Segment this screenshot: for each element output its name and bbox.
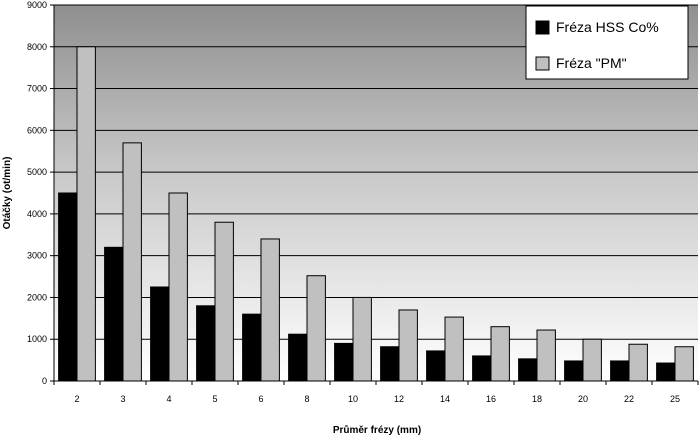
bar-hss [58,192,78,382]
bar-pm [490,326,510,382]
x-tick-label: 12 [394,394,404,404]
bar-pm [76,46,96,382]
x-tick-label: 25 [670,394,680,404]
bar-hss [656,362,676,382]
legend-swatch-pm [535,56,550,71]
x-tick-label: 18 [532,394,542,404]
bar-hss [472,355,492,382]
bar-pm [122,142,142,382]
x-tick-label: 22 [624,394,634,404]
bar-pm [444,316,464,382]
bar-hss [104,246,124,382]
y-tick-label: 5000 [27,167,47,177]
legend: Fréza HSS Co% Fréza "PM" [525,5,689,80]
y-tick-label: 8000 [27,42,47,52]
x-tick-label: 10 [348,394,358,404]
bar-pm [306,275,326,382]
bar-hss [150,286,170,382]
bar-hss [288,333,308,382]
bar-pm [674,346,694,382]
x-axis-title: Průměr frézy (mm) [333,424,421,436]
bar-pm [260,238,280,382]
y-axis-title: Otáčky (ot/min) [2,157,13,230]
bar-pm [168,192,188,382]
x-tick-label: 20 [578,394,588,404]
x-tick-label: 8 [304,394,309,404]
legend-label-pm: Fréza "PM" [556,55,627,71]
y-tick-label: 7000 [27,84,47,94]
bar-hss [426,350,446,382]
bar-pm [214,221,234,382]
y-tick-label: 0 [42,376,47,386]
x-tick-label: 16 [486,394,496,404]
bar-pm [582,338,602,382]
y-tick-label: 2000 [27,292,47,302]
x-tick-label: 4 [166,394,171,404]
y-tick-label: 6000 [27,125,47,135]
bar-pm [536,329,556,382]
y-tick-label: 9000 [27,0,47,10]
bar-pm [628,343,648,382]
x-tick-label: 6 [258,394,263,404]
bar-hss [610,360,630,382]
y-tick-label: 3000 [27,251,47,261]
bar-hss [242,313,262,382]
bar-hss [196,305,216,382]
legend-swatch-hss [535,20,550,35]
x-tick-label: 2 [74,394,79,404]
bar-hss [334,342,354,382]
bar-hss [518,358,538,382]
x-tick-label: 3 [120,394,125,404]
bar-hss [564,360,584,382]
bar-hss [380,346,400,382]
legend-box [525,5,689,80]
x-tick-label: 5 [212,394,217,404]
legend-label-hss: Fréza HSS Co% [556,19,659,35]
bar-pm [352,296,372,382]
x-tick-label: 14 [440,394,450,404]
y-tick-label: 1000 [27,334,47,344]
y-tick-label: 4000 [27,209,47,219]
bar-pm [398,309,418,382]
